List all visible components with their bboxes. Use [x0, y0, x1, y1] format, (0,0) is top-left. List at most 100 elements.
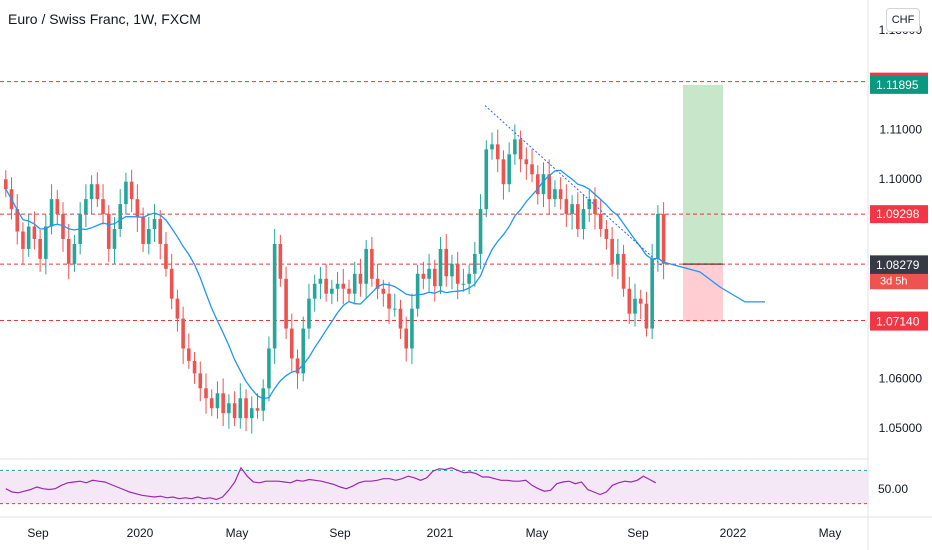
candle[interactable] — [381, 288, 386, 294]
candle[interactable] — [633, 298, 637, 314]
candle[interactable] — [375, 278, 380, 289]
candle[interactable] — [364, 248, 368, 284]
candle[interactable] — [547, 174, 551, 200]
candle[interactable] — [593, 199, 597, 215]
candle[interactable] — [438, 248, 443, 287]
candle[interactable] — [587, 199, 592, 210]
candle[interactable] — [232, 403, 237, 419]
candle[interactable] — [284, 278, 288, 329]
candle[interactable] — [490, 144, 494, 150]
candle[interactable] — [215, 393, 220, 409]
candle[interactable] — [467, 273, 471, 284]
candle[interactable] — [152, 219, 157, 229]
candle[interactable] — [4, 179, 8, 190]
candle[interactable] — [227, 403, 231, 414]
candle[interactable] — [181, 318, 185, 349]
candle[interactable] — [661, 214, 666, 264]
candle[interactable] — [118, 204, 122, 229]
candle[interactable] — [38, 238, 42, 259]
candle[interactable] — [455, 263, 460, 284]
candle[interactable] — [570, 204, 574, 215]
candle[interactable] — [335, 283, 340, 289]
candle[interactable] — [158, 219, 163, 244]
candle[interactable] — [541, 174, 546, 195]
candle[interactable] — [495, 144, 500, 160]
candle[interactable] — [524, 159, 529, 165]
candle[interactable] — [124, 181, 128, 205]
candle[interactable] — [192, 360, 197, 374]
candle[interactable] — [312, 283, 317, 299]
candle[interactable] — [650, 258, 654, 329]
candle[interactable] — [604, 229, 609, 239]
candle[interactable] — [507, 154, 511, 185]
candle[interactable] — [341, 283, 346, 289]
candle[interactable] — [244, 398, 248, 419]
candle[interactable] — [427, 268, 431, 279]
candle[interactable] — [581, 209, 586, 229]
candle[interactable] — [267, 348, 271, 389]
candle[interactable] — [621, 253, 626, 289]
candle[interactable] — [290, 328, 294, 359]
candle[interactable] — [415, 273, 420, 309]
candle[interactable] — [644, 303, 649, 329]
candle[interactable] — [32, 226, 37, 239]
candle[interactable] — [249, 408, 254, 419]
currency-button[interactable]: CHF — [886, 8, 920, 32]
candle[interactable] — [169, 268, 174, 299]
candle[interactable] — [553, 189, 557, 200]
candle[interactable] — [209, 398, 214, 409]
candle[interactable] — [473, 253, 477, 274]
candle[interactable] — [610, 238, 614, 264]
candle[interactable] — [301, 328, 306, 374]
candle[interactable] — [530, 164, 534, 175]
candle[interactable] — [558, 189, 563, 200]
target-zone[interactable] — [683, 84, 723, 265]
candle[interactable] — [21, 231, 25, 249]
candle[interactable] — [387, 293, 391, 309]
candle[interactable] — [501, 159, 506, 185]
candle[interactable] — [198, 373, 203, 389]
candle[interactable] — [135, 199, 140, 217]
candle[interactable] — [95, 184, 100, 200]
candle[interactable] — [204, 388, 208, 399]
candle[interactable] — [261, 388, 265, 411]
candle[interactable] — [278, 243, 283, 279]
candle[interactable] — [238, 398, 243, 419]
candle[interactable] — [444, 248, 449, 277]
candle[interactable] — [627, 288, 632, 314]
candle[interactable] — [61, 214, 65, 239]
candle[interactable] — [347, 288, 351, 294]
candle[interactable] — [324, 278, 328, 294]
candle[interactable] — [461, 283, 466, 285]
candle[interactable] — [358, 273, 363, 284]
candle[interactable] — [112, 229, 117, 249]
candle[interactable] — [175, 298, 180, 319]
candle[interactable] — [44, 226, 48, 259]
candle[interactable] — [404, 328, 408, 349]
candle[interactable] — [576, 204, 580, 229]
candle[interactable] — [478, 209, 483, 254]
candle[interactable] — [187, 348, 191, 361]
candle[interactable] — [255, 408, 260, 411]
candle[interactable] — [221, 393, 225, 414]
moving-average-line[interactable] — [5, 169, 765, 400]
candle[interactable] — [15, 209, 20, 232]
stop-zone[interactable] — [683, 264, 723, 322]
candle[interactable] — [352, 273, 357, 294]
candle[interactable] — [433, 268, 437, 287]
candle[interactable] — [129, 181, 134, 200]
candle[interactable] — [330, 288, 334, 294]
candle[interactable] — [55, 199, 60, 215]
candle[interactable] — [370, 248, 374, 279]
candle[interactable] — [392, 308, 397, 310]
candle[interactable] — [484, 149, 489, 210]
candle[interactable] — [72, 243, 77, 264]
candle[interactable] — [49, 199, 54, 227]
candle[interactable] — [66, 238, 71, 264]
candle[interactable] — [656, 214, 660, 259]
candle[interactable] — [295, 358, 300, 374]
candle[interactable] — [318, 278, 323, 284]
candle[interactable] — [564, 199, 569, 215]
trendline[interactable] — [484, 105, 663, 267]
